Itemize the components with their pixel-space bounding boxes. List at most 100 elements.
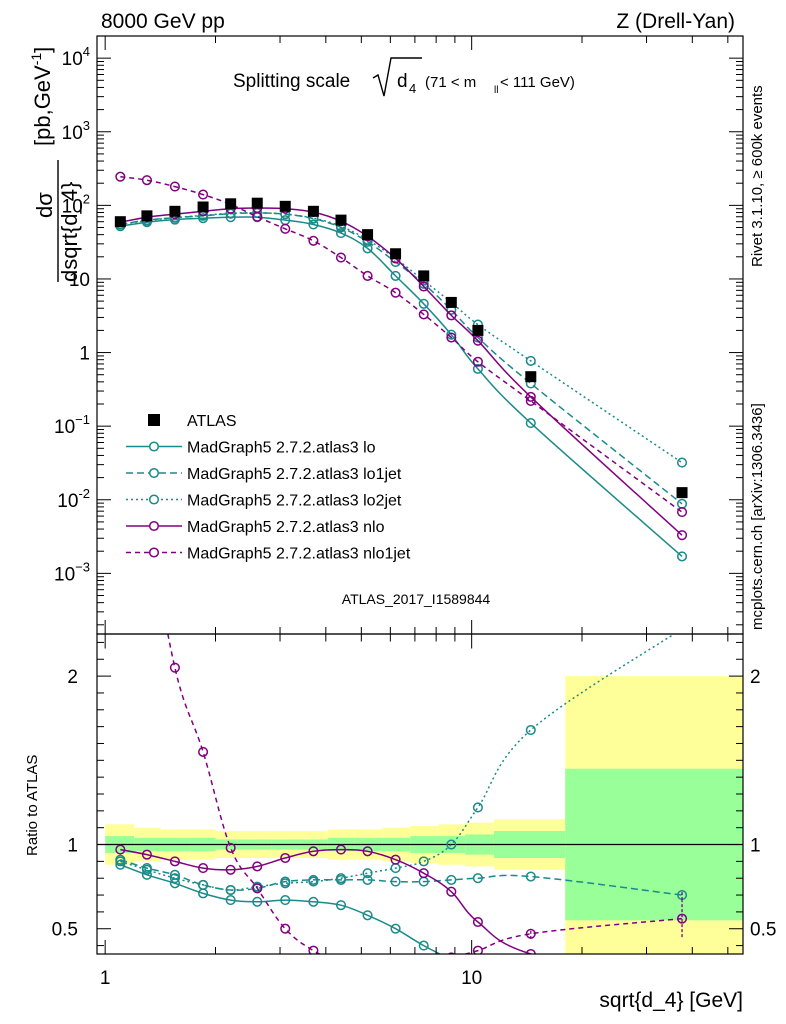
main-series-4 [115, 171, 688, 518]
atlas-data-points [114, 197, 688, 499]
series-point [390, 270, 401, 281]
x-tick-label: 1 [100, 968, 111, 989]
ylabel-units-text: [pb,GeV [30, 65, 55, 146]
ylabel-numer: dσ [32, 192, 57, 218]
ratio-point [280, 895, 291, 906]
ylabel-units: [pb,GeV-1] [28, 47, 55, 146]
series-point [418, 298, 429, 309]
data-point [251, 197, 263, 209]
ratio-point [335, 844, 347, 855]
legend-entry: MadGraph5 2.7.2.atlas3 lo1jet [126, 466, 402, 483]
ratio-line [120, 858, 683, 896]
main-y-axis-label: dσ dsqrt{d_4} [pb,GeV-1] [28, 47, 82, 282]
ratio-point [141, 869, 152, 880]
ratio-point [525, 871, 536, 882]
legend-marker [148, 441, 160, 452]
ratio-line [120, 634, 676, 891]
ratio-point [308, 945, 319, 954]
series-point [308, 219, 319, 230]
series-point [446, 329, 457, 340]
data-point [472, 324, 484, 336]
ratio-y-tick-label-right: 1 [750, 836, 761, 857]
ratio-point [678, 625, 687, 634]
x-axis-label: sqrt{d_4} [GeV] [599, 989, 743, 1012]
ratio-point [472, 916, 483, 928]
ratio-point [115, 856, 126, 867]
legend-label: ATLAS [187, 413, 237, 430]
series-point [198, 189, 209, 200]
legend-marker [148, 547, 160, 558]
title-cut-sub: ll [494, 85, 498, 96]
ratio-point [141, 849, 152, 860]
ratio-point [390, 876, 401, 887]
series-point [525, 355, 536, 366]
series-line [120, 175, 683, 513]
series-point [335, 252, 347, 263]
ratio-point [391, 960, 400, 969]
legend-label: MadGraph5 2.7.2.atlas3 lo2jet [187, 493, 402, 510]
header-energy: 8000 GeV pp [101, 10, 225, 33]
series-point [308, 235, 319, 246]
ratio-point [362, 874, 373, 885]
series-point [676, 498, 688, 509]
ratio-point [472, 802, 483, 813]
legend-label: MadGraph5 2.7.2.atlas3 lo1jet [187, 466, 402, 483]
series-point [280, 223, 291, 234]
ratio-point [225, 884, 236, 896]
ratio-point [472, 873, 483, 884]
ratio-y-tick-label: 2 [67, 667, 78, 688]
ratio-point [198, 879, 209, 890]
ratio-point [116, 318, 125, 327]
series-point [676, 551, 688, 562]
ratio-y-axis-label: Ratio to ATLAS [24, 755, 41, 856]
data-point [390, 248, 402, 260]
series-point [390, 287, 401, 298]
series-point [362, 270, 373, 281]
data-point [335, 214, 347, 226]
ratio-y-tick-label: 1 [67, 836, 78, 857]
ratio-point [225, 864, 236, 875]
data-point [169, 205, 181, 217]
x-tick-label: 10 [461, 968, 482, 989]
series-point [525, 418, 536, 429]
ratio-point [308, 876, 319, 887]
legend-label: MadGraph5 2.7.2.atlas3 lo [187, 440, 376, 457]
ratio-point [335, 900, 347, 911]
main-plot-frame [96, 35, 744, 635]
data-point [418, 270, 430, 282]
ratio-point [169, 662, 180, 673]
ratio-point [141, 864, 152, 875]
mcplots-label: mcplots.cern.ch [arXiv:1306.3436] [749, 403, 766, 630]
data-point [676, 487, 688, 499]
title-prefix: Splitting scale [233, 71, 350, 92]
series-line [120, 207, 683, 536]
y-tick-label: 10−1 [54, 412, 90, 438]
ratio-point [527, 972, 536, 981]
series-line [120, 212, 683, 505]
ratio-point [280, 923, 291, 934]
ratio-point [446, 874, 457, 885]
main-plot-marks [114, 171, 688, 562]
ylabel-units-end: ] [30, 47, 55, 53]
header-process: Z (Drell-Yan) [616, 10, 735, 33]
ratio-point [525, 948, 536, 954]
legend-marker [148, 414, 160, 426]
ratio-point [337, 958, 346, 967]
ratio-point [198, 746, 209, 757]
ylabel-denom: dsqrt{d_4} [57, 182, 82, 282]
data-point [141, 210, 153, 222]
ratio-point [418, 940, 429, 951]
series-point [252, 211, 263, 222]
series-point [676, 530, 688, 541]
ylabel-units-sup: -1 [28, 53, 44, 66]
title-cut-end: < 111 GeV) [500, 74, 575, 91]
data-point [279, 200, 291, 212]
ratio-y-tick-label-right: 0.5 [750, 920, 776, 941]
ratio-point [390, 923, 401, 934]
series-point [472, 356, 483, 367]
series-point [335, 228, 347, 239]
ratio-point [446, 886, 457, 897]
ratio-series-0 [115, 859, 536, 981]
series-point [446, 310, 457, 321]
